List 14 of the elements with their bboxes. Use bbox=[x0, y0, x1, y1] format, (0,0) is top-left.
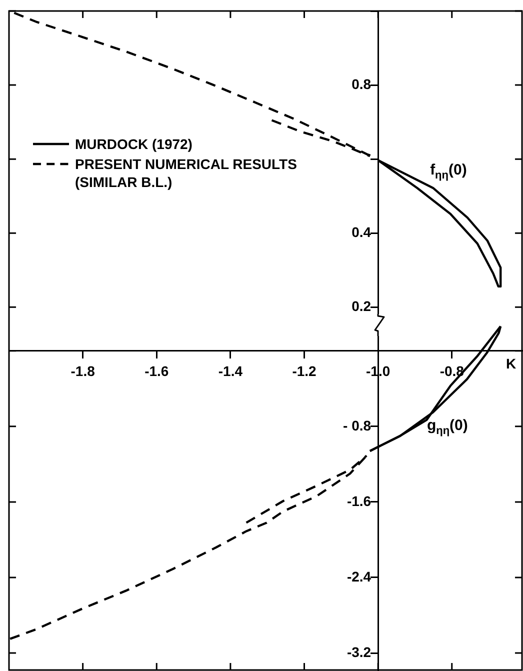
x-tick-label: -1.8 bbox=[70, 363, 96, 380]
y2-tick-label: -2.4 bbox=[346, 568, 372, 584]
y-tick-label: 0.8 bbox=[352, 76, 372, 92]
y2-tick-label: -1.6 bbox=[346, 492, 372, 509]
legend-label: MURDOCK (1972) bbox=[75, 135, 192, 153]
x-axis-title: K bbox=[506, 356, 516, 372]
x-tick-label: -1.4 bbox=[218, 363, 243, 380]
x-tick-label: -1.6 bbox=[144, 363, 169, 380]
y2-tick-label: -3.2 bbox=[346, 644, 372, 660]
y2-tick-label: - 0.8 bbox=[343, 417, 372, 434]
x-tick-label: -1.2 bbox=[292, 363, 317, 380]
y-tick-label: 0.2 bbox=[352, 298, 372, 314]
legend-label: PRESENT NUMERICAL RESULTS (SIMILAR B.L.) bbox=[75, 155, 298, 191]
y-tick-label: 0.4 bbox=[352, 224, 372, 240]
